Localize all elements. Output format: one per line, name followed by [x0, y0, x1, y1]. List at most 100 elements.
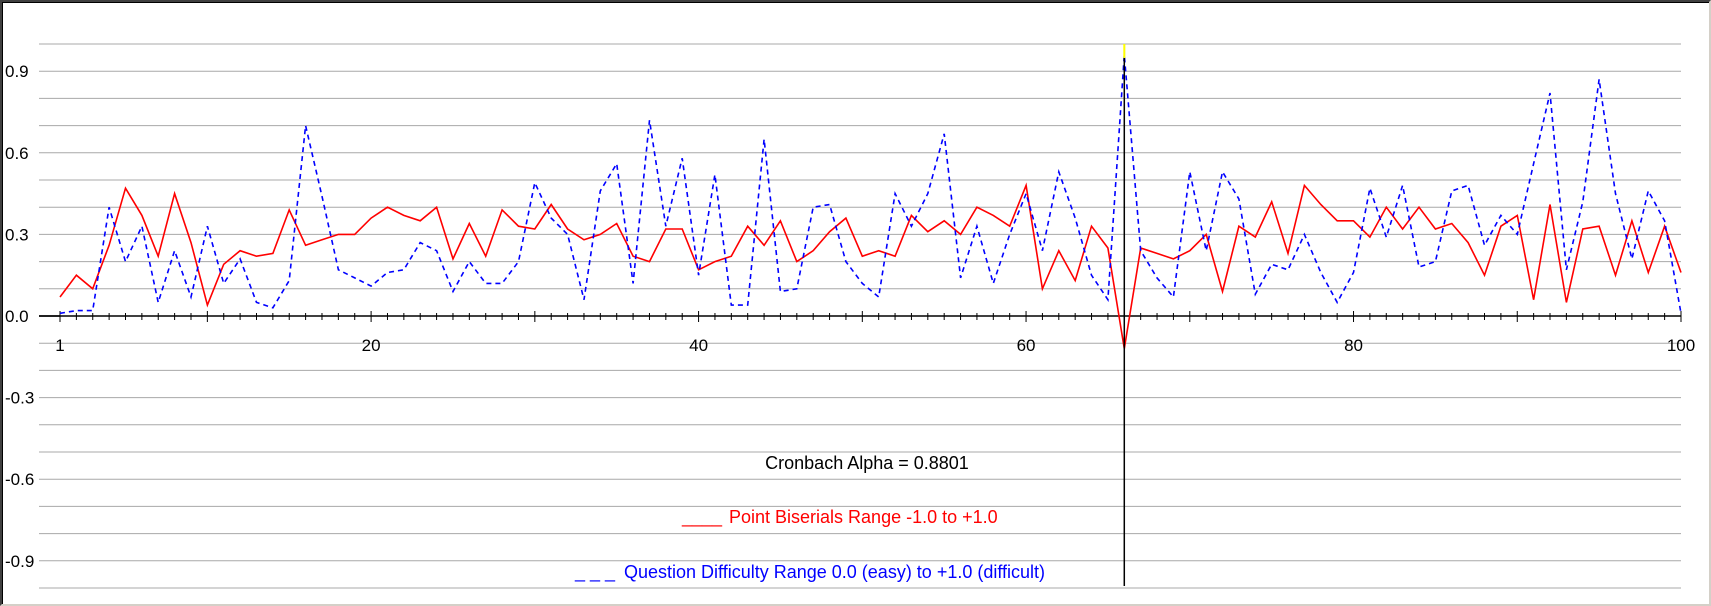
question-difficulty-point [632, 283, 634, 285]
point-biserial-point [1336, 220, 1338, 222]
point-biserial-point [59, 296, 61, 298]
question-difficulty-point [600, 190, 602, 192]
question-difficulty-point [616, 163, 618, 165]
point-biserial-point [403, 215, 405, 217]
question-difficulty-point [1631, 258, 1633, 260]
point-biserial-point [1631, 220, 1633, 222]
question-difficulty-point [256, 302, 258, 304]
question-difficulty-legend-label: Question Difficulty Range 0.0 (easy) to … [624, 562, 1045, 582]
point-biserial-point [108, 245, 110, 247]
point-biserial-point [223, 264, 225, 266]
question-difficulty-point [141, 225, 143, 227]
point-biserial-point [518, 225, 520, 227]
question-difficulty-point [485, 283, 487, 285]
point-biserial-point [567, 228, 569, 230]
point-biserial-point [1680, 272, 1682, 274]
question-difficulty-point [1140, 250, 1142, 252]
question-difficulty-point [190, 296, 192, 298]
question-difficulty-point [1418, 266, 1420, 268]
point-biserial-point [1484, 274, 1486, 276]
x-tick-label: 20 [362, 336, 381, 355]
question-difficulty-point [321, 196, 323, 198]
point-biserial-point [1566, 302, 1568, 304]
point-biserial-point [993, 215, 995, 217]
question-difficulty-point [1435, 261, 1437, 263]
question-difficulty-point [1386, 236, 1388, 238]
y-tick-label: 0.6 [5, 144, 29, 163]
point-biserial-point [829, 231, 831, 233]
question-difficulty-point [354, 277, 356, 279]
question-difficulty-point [288, 280, 290, 282]
question-difficulty-point [698, 274, 700, 276]
point-biserial-point [485, 255, 487, 257]
question-difficulty-point [1009, 234, 1011, 236]
point-biserial-point [239, 250, 241, 252]
point-biserial-point [1500, 225, 1502, 227]
point-biserial-point [174, 193, 176, 195]
point-biserial-point [731, 255, 733, 257]
question-difficulty-point [1582, 201, 1584, 203]
point-biserial-point [387, 206, 389, 208]
point-biserial-point [1074, 280, 1076, 282]
point-biserial-point [616, 223, 618, 225]
point-biserial-point [272, 253, 274, 255]
question-difficulty-point [518, 261, 520, 263]
point-biserial-point [878, 250, 880, 252]
question-difficulty-point [157, 302, 159, 304]
point-biserial-point [207, 304, 209, 306]
question-difficulty-point [763, 138, 765, 140]
question-difficulty-point [1189, 171, 1191, 173]
y-tick-label: 0.0 [5, 307, 29, 326]
point-biserial-point [1386, 206, 1388, 208]
point-biserial-point [780, 220, 782, 222]
point-biserial-point [125, 187, 127, 189]
point-biserial-point [338, 234, 340, 236]
point-biserial-point [960, 234, 962, 236]
question-difficulty-point [76, 310, 78, 312]
question-difficulty-point [1566, 269, 1568, 271]
point-biserial-point [894, 255, 896, 257]
question-difficulty-point [469, 261, 471, 263]
point-biserial-point [1451, 223, 1453, 225]
point-biserial-point [1091, 225, 1093, 227]
x-tick-label: 40 [689, 336, 708, 355]
question-difficulty-point [125, 261, 127, 263]
question-difficulty-point [403, 269, 405, 271]
point-biserial-point [354, 234, 356, 236]
point-biserial-point [1255, 236, 1257, 238]
question-difficulty-point [338, 269, 340, 271]
point-biserial-point [288, 209, 290, 211]
point-biserial-point [943, 220, 945, 222]
point-biserial-point [469, 223, 471, 225]
point-biserial-point [862, 255, 864, 257]
question-difficulty-point [1451, 190, 1453, 192]
point-biserial-point [534, 228, 536, 230]
question-difficulty-point [780, 291, 782, 293]
question-difficulty-point [1238, 198, 1240, 200]
annotations: Cronbach Alpha = 0.8801 ____ Point Biser… [574, 453, 1045, 583]
question-difficulty-point [1042, 250, 1044, 252]
question-difficulty-point [927, 193, 929, 195]
point-biserial-point [845, 217, 847, 219]
point-biserial-point [1517, 215, 1519, 217]
question-difficulty-point [829, 204, 831, 206]
question-difficulty-point [1336, 302, 1338, 304]
point-biserial-point [305, 245, 307, 247]
question-difficulty-point [1287, 269, 1289, 271]
point-biserial-point [1107, 247, 1109, 249]
point-biserial-point [1025, 185, 1027, 187]
question-difficulty-point [1255, 293, 1257, 295]
question-difficulty-point [370, 285, 372, 287]
question-difficulty-point [1517, 234, 1519, 236]
question-difficulty-point [976, 225, 978, 227]
point-biserial-point [1533, 299, 1535, 301]
question-difficulty-point [1500, 215, 1502, 217]
point-biserial-point [927, 231, 929, 233]
question-difficulty-point [1091, 274, 1093, 276]
point-biserial-point [1304, 185, 1306, 187]
question-difficulty-point [452, 291, 454, 293]
x-tick-label: 100 [1667, 336, 1695, 355]
question-difficulty-point [1222, 171, 1224, 173]
question-difficulty-point [894, 193, 896, 195]
